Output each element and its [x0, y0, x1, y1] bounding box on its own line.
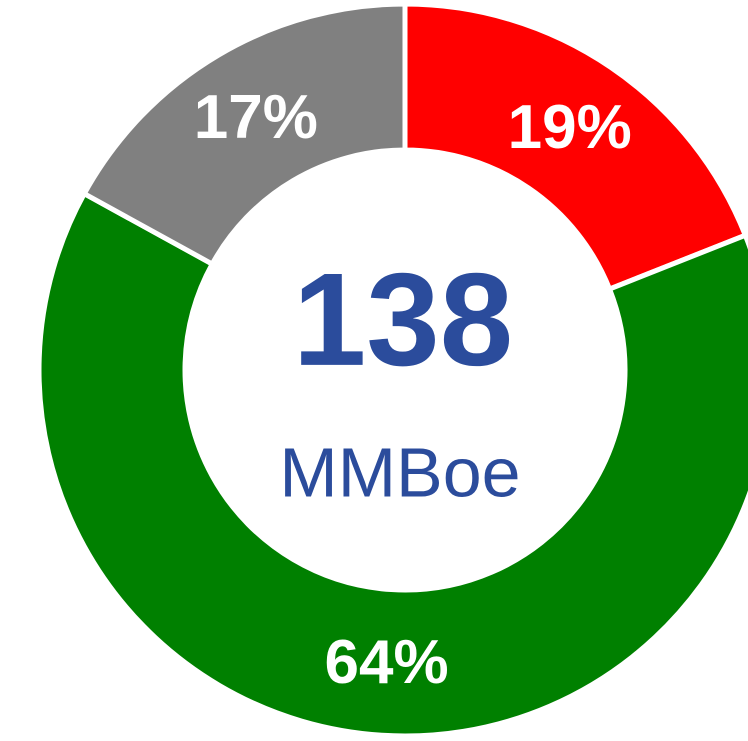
donut-slice — [36, 190, 748, 739]
center-value: 138 — [293, 246, 513, 393]
slice-label: 17% — [194, 83, 318, 152]
slice-label: 19% — [508, 93, 632, 162]
donut-slice — [402, 1, 748, 293]
donut-slice — [80, 1, 408, 268]
slice-label: 64% — [325, 628, 449, 697]
center-unit: MMBoe — [279, 433, 520, 511]
